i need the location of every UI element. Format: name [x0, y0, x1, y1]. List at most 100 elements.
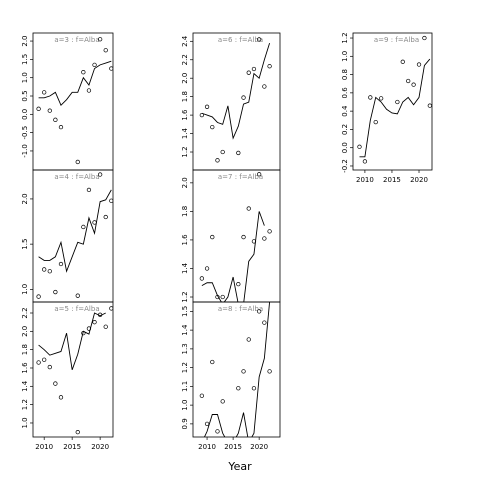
y-tick-label: 1.0 — [21, 72, 29, 83]
y-tick-label: 1.2 — [181, 146, 189, 157]
point — [267, 229, 272, 234]
point — [220, 294, 225, 300]
line — [359, 58, 431, 158]
point — [109, 66, 113, 71]
point — [395, 99, 400, 105]
y-tick-label: 0.4 — [341, 105, 349, 117]
y-tick-label: 2.0 — [181, 73, 189, 84]
y-tick-label: 2.0 — [21, 35, 29, 46]
point — [103, 324, 108, 329]
x-tick-label: 2010 — [356, 176, 374, 184]
point — [257, 172, 262, 177]
y-tick-label: 1.8 — [181, 91, 189, 102]
y-tick-label: 1.1 — [181, 381, 189, 392]
point — [411, 82, 416, 87]
point — [47, 108, 52, 113]
point — [97, 172, 103, 177]
point — [36, 106, 41, 111]
point — [210, 124, 215, 130]
point — [257, 309, 262, 314]
y-tick-label: -1.0 — [21, 144, 29, 158]
point — [36, 360, 41, 365]
y-tick-label: 1.8 — [181, 206, 189, 217]
line — [203, 302, 271, 437]
x-tick-label: 2020 — [250, 443, 268, 451]
point — [262, 84, 267, 89]
point — [42, 357, 47, 362]
y-tick-label: 0.8 — [341, 69, 349, 80]
x-tick-label: 2015 — [224, 443, 242, 451]
y-tick-label: -0.2 — [341, 159, 349, 173]
line — [38, 60, 112, 106]
y-tick-label: 0.0 — [341, 142, 349, 153]
x-tick-label: 2020 — [410, 176, 428, 184]
panel-frame — [352, 32, 433, 171]
point — [199, 393, 205, 398]
y-tick-label: 0.6 — [341, 87, 349, 99]
point — [109, 306, 113, 311]
y-tick-label: 1.4 — [181, 262, 189, 274]
point — [236, 386, 241, 391]
point — [97, 37, 103, 42]
line — [201, 211, 265, 302]
y-tick-label: 0.2 — [341, 124, 349, 135]
point — [58, 124, 64, 130]
point — [103, 214, 108, 220]
point — [58, 395, 64, 400]
point — [210, 234, 215, 240]
x-tick-label: 2020 — [91, 443, 109, 451]
point — [75, 159, 80, 165]
point — [246, 206, 251, 211]
y-tick-label: 1.2 — [21, 399, 29, 410]
point — [406, 78, 411, 84]
point — [53, 381, 58, 386]
point — [262, 320, 267, 325]
y-tick-label: -0.5 — [21, 126, 29, 140]
point — [368, 95, 373, 100]
y-tick-label: 1.5 — [21, 239, 29, 250]
y-tick-label: 1.5 — [21, 54, 29, 65]
point — [241, 234, 246, 240]
y-tick-label: 1.0 — [21, 284, 29, 295]
point — [92, 320, 97, 325]
y-tick-label: 2.0 — [21, 193, 29, 204]
point — [267, 369, 272, 374]
y-tick-label: 1.3 — [181, 343, 189, 354]
y-tick-label: 1.0 — [21, 417, 29, 428]
x-tick-label: 2010 — [198, 443, 216, 451]
y-tick-label: 1.2 — [341, 32, 349, 43]
x-tick-label: 2015 — [383, 176, 401, 184]
point — [42, 267, 47, 272]
y-tick-label: 2.4 — [181, 35, 189, 47]
point — [215, 429, 220, 434]
y-tick-label: 1.4 — [21, 380, 29, 392]
point — [262, 236, 267, 241]
point — [357, 144, 362, 149]
point — [199, 276, 205, 281]
point — [86, 187, 92, 193]
panel-label: a=6 : f=Alba — [218, 36, 263, 44]
point — [42, 90, 47, 95]
x-tick-label: 2015 — [63, 443, 81, 451]
y-tick-label: 1.8 — [21, 344, 29, 355]
point — [378, 96, 384, 101]
x-tick-label: 2010 — [35, 443, 53, 451]
point — [246, 70, 251, 75]
y-tick-label: 1.2 — [181, 291, 189, 302]
point — [204, 104, 210, 109]
y-tick-label: 0.5 — [21, 90, 29, 101]
point — [86, 88, 92, 93]
point — [204, 421, 210, 427]
panel-label: a=7 : f=Alba — [218, 173, 263, 181]
point — [422, 35, 427, 41]
panel-label: a=3 : f=Alba — [54, 36, 99, 44]
x-axis-label: Year — [227, 460, 252, 473]
point — [75, 293, 80, 298]
point — [220, 149, 225, 155]
point — [210, 359, 215, 365]
point — [251, 386, 257, 391]
point — [81, 70, 86, 75]
panel-label: a=8 : f=Alba — [218, 305, 263, 313]
